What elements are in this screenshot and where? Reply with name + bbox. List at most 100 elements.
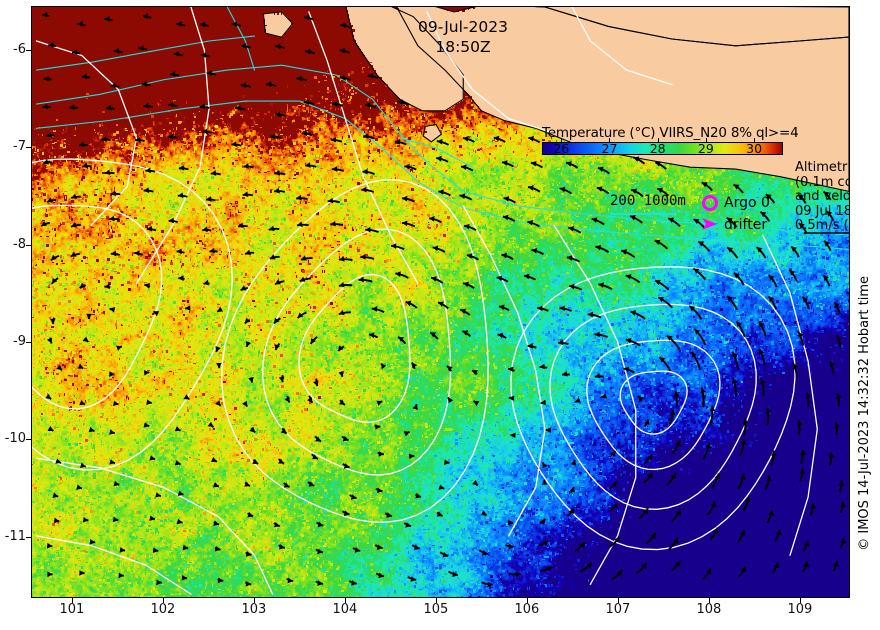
velocity-arrow-head [270, 133, 276, 140]
velocity-arrow-head [339, 256, 345, 262]
velocity-arrow-head [510, 432, 516, 439]
bathymetry-legend-label: 200 1000m [610, 193, 686, 209]
velocity-arrow-head [594, 331, 600, 338]
velocity-arrow-head [376, 400, 383, 406]
velocity-arrow-head [206, 70, 212, 76]
velocity-arrow-head [339, 47, 345, 54]
x-tick-mark [526, 598, 528, 603]
velocity-arrow-head [803, 540, 810, 547]
velocity-arrow-head [740, 439, 747, 445]
velocity-arrow-head [446, 365, 453, 372]
copyright-notice: © IMOS 14-Jul-2023 14:32:32 Hobart time [857, 276, 872, 551]
map-plot-area[interactable]: 09-Jul-2023 18:50Z 200 1000m Argo 0 drif… [31, 6, 850, 598]
sealevel-contour [462, 205, 546, 537]
velocity-arrow-head [629, 214, 636, 221]
x-tick-mark [162, 598, 164, 603]
velocity-arrow-head [217, 577, 224, 584]
velocity-arrow-head [354, 547, 361, 553]
velocity-arrow-head [88, 426, 95, 433]
velocity-arrow-head [303, 99, 309, 105]
velocity-arrow-head [199, 103, 206, 110]
velocity-arrow-head [621, 249, 628, 255]
velocity-arrow-head [528, 135, 534, 142]
velocity-arrow-head [498, 304, 505, 311]
velocity-arrow-head [668, 217, 675, 223]
velocity-arrow-head [473, 400, 480, 407]
acquisition-timestamp: 09-Jul-2023 18:50Z [404, 17, 522, 57]
velocity-arrow-head [47, 425, 54, 431]
velocity-arrow-head [705, 442, 712, 449]
colorbar-tick-label: 28 [649, 141, 666, 156]
velocity-arrow-head [101, 136, 107, 142]
velocity-arrow-head [569, 486, 575, 493]
velocity-arrow-head [528, 185, 534, 191]
argo-marker-icon [702, 195, 718, 211]
velocity-arrow-head [174, 459, 181, 466]
velocity-arrow-head [283, 482, 290, 488]
velocity-arrow-head [829, 361, 835, 368]
velocity-arrow-head [112, 516, 119, 523]
velocity-arrow-head [118, 572, 124, 579]
velocity-arrow-head [41, 220, 48, 227]
x-tick-mark [71, 598, 73, 603]
velocity-vectors [40, 11, 846, 588]
velocity-arrow-head [796, 419, 803, 426]
velocity-arrow-head [181, 574, 188, 581]
velocity-arrow-head [647, 472, 653, 479]
velocity-arrow-head [597, 166, 604, 173]
velocity-arrow-head [654, 279, 661, 286]
velocity-arrow-head [559, 186, 566, 193]
velocity-arrow-head [178, 275, 184, 281]
velocity-arrow-head [394, 139, 400, 145]
velocity-arrow-head [501, 160, 508, 166]
velocity-arrow-head [238, 222, 244, 229]
bathymetry-contour [399, 137, 473, 168]
temperature-colorbar: Temperature (°C) VIIRS_N20 8% ql>=4 26 27… [542, 125, 799, 156]
y-tick-mark [26, 49, 31, 51]
velocity-arrow-head [351, 580, 357, 586]
velocity-arrow-head [109, 371, 115, 377]
x-tick-mark [708, 598, 710, 603]
velocity-arrow-head [45, 393, 52, 400]
velocity-arrow-head [408, 453, 415, 460]
velocity-arrow-head [617, 569, 623, 576]
velocity-arrow-head [758, 321, 765, 328]
y-tick-mark [26, 341, 31, 343]
velocity-arrow-head [701, 182, 708, 188]
velocity-arrow-head [149, 515, 155, 522]
velocity-arrow-head [214, 545, 221, 552]
velocity-arrow-head [675, 560, 681, 567]
velocity-arrow-head [144, 282, 151, 289]
velocity-arrow-head [481, 550, 488, 556]
velocity-arrow-head [542, 540, 549, 547]
sealevel-contour [35, 40, 138, 227]
velocity-arrow-head [398, 336, 405, 343]
velocity-arrow-head [330, 136, 336, 143]
velocity-arrow-head [710, 501, 717, 508]
velocity-arrow-head [110, 250, 117, 257]
velocity-arrow-head [566, 161, 572, 167]
velocity-arrow-head [274, 522, 280, 528]
velocity-arrow-head [496, 275, 503, 282]
velocity-arrow-head [773, 562, 780, 568]
bathymetry-contour [226, 7, 256, 71]
velocity-arrow-head [766, 475, 772, 481]
velocity-arrow-head [452, 571, 458, 578]
velocity-arrow-head [442, 552, 449, 558]
velocity-arrow-head [106, 104, 112, 111]
velocity-arrow-head [331, 166, 338, 172]
velocity-arrow-head [317, 521, 324, 528]
velocity-arrow-head [568, 508, 574, 515]
velocity-arrow-head [177, 490, 184, 496]
x-tick-label: 102 [150, 602, 176, 617]
velocity-arrow-head [765, 407, 772, 414]
x-tick-label: 105 [423, 602, 449, 617]
velocity-arrow-head [601, 393, 608, 399]
velocity-arrow-head [71, 193, 77, 200]
velocity-arrow-head [350, 494, 357, 500]
coastline [396, 7, 849, 192]
velocity-arrow-head [332, 101, 338, 107]
velocity-arrow-head [231, 21, 237, 28]
velocity-arrow-head [497, 332, 504, 339]
velocity-arrow-head [213, 520, 220, 526]
